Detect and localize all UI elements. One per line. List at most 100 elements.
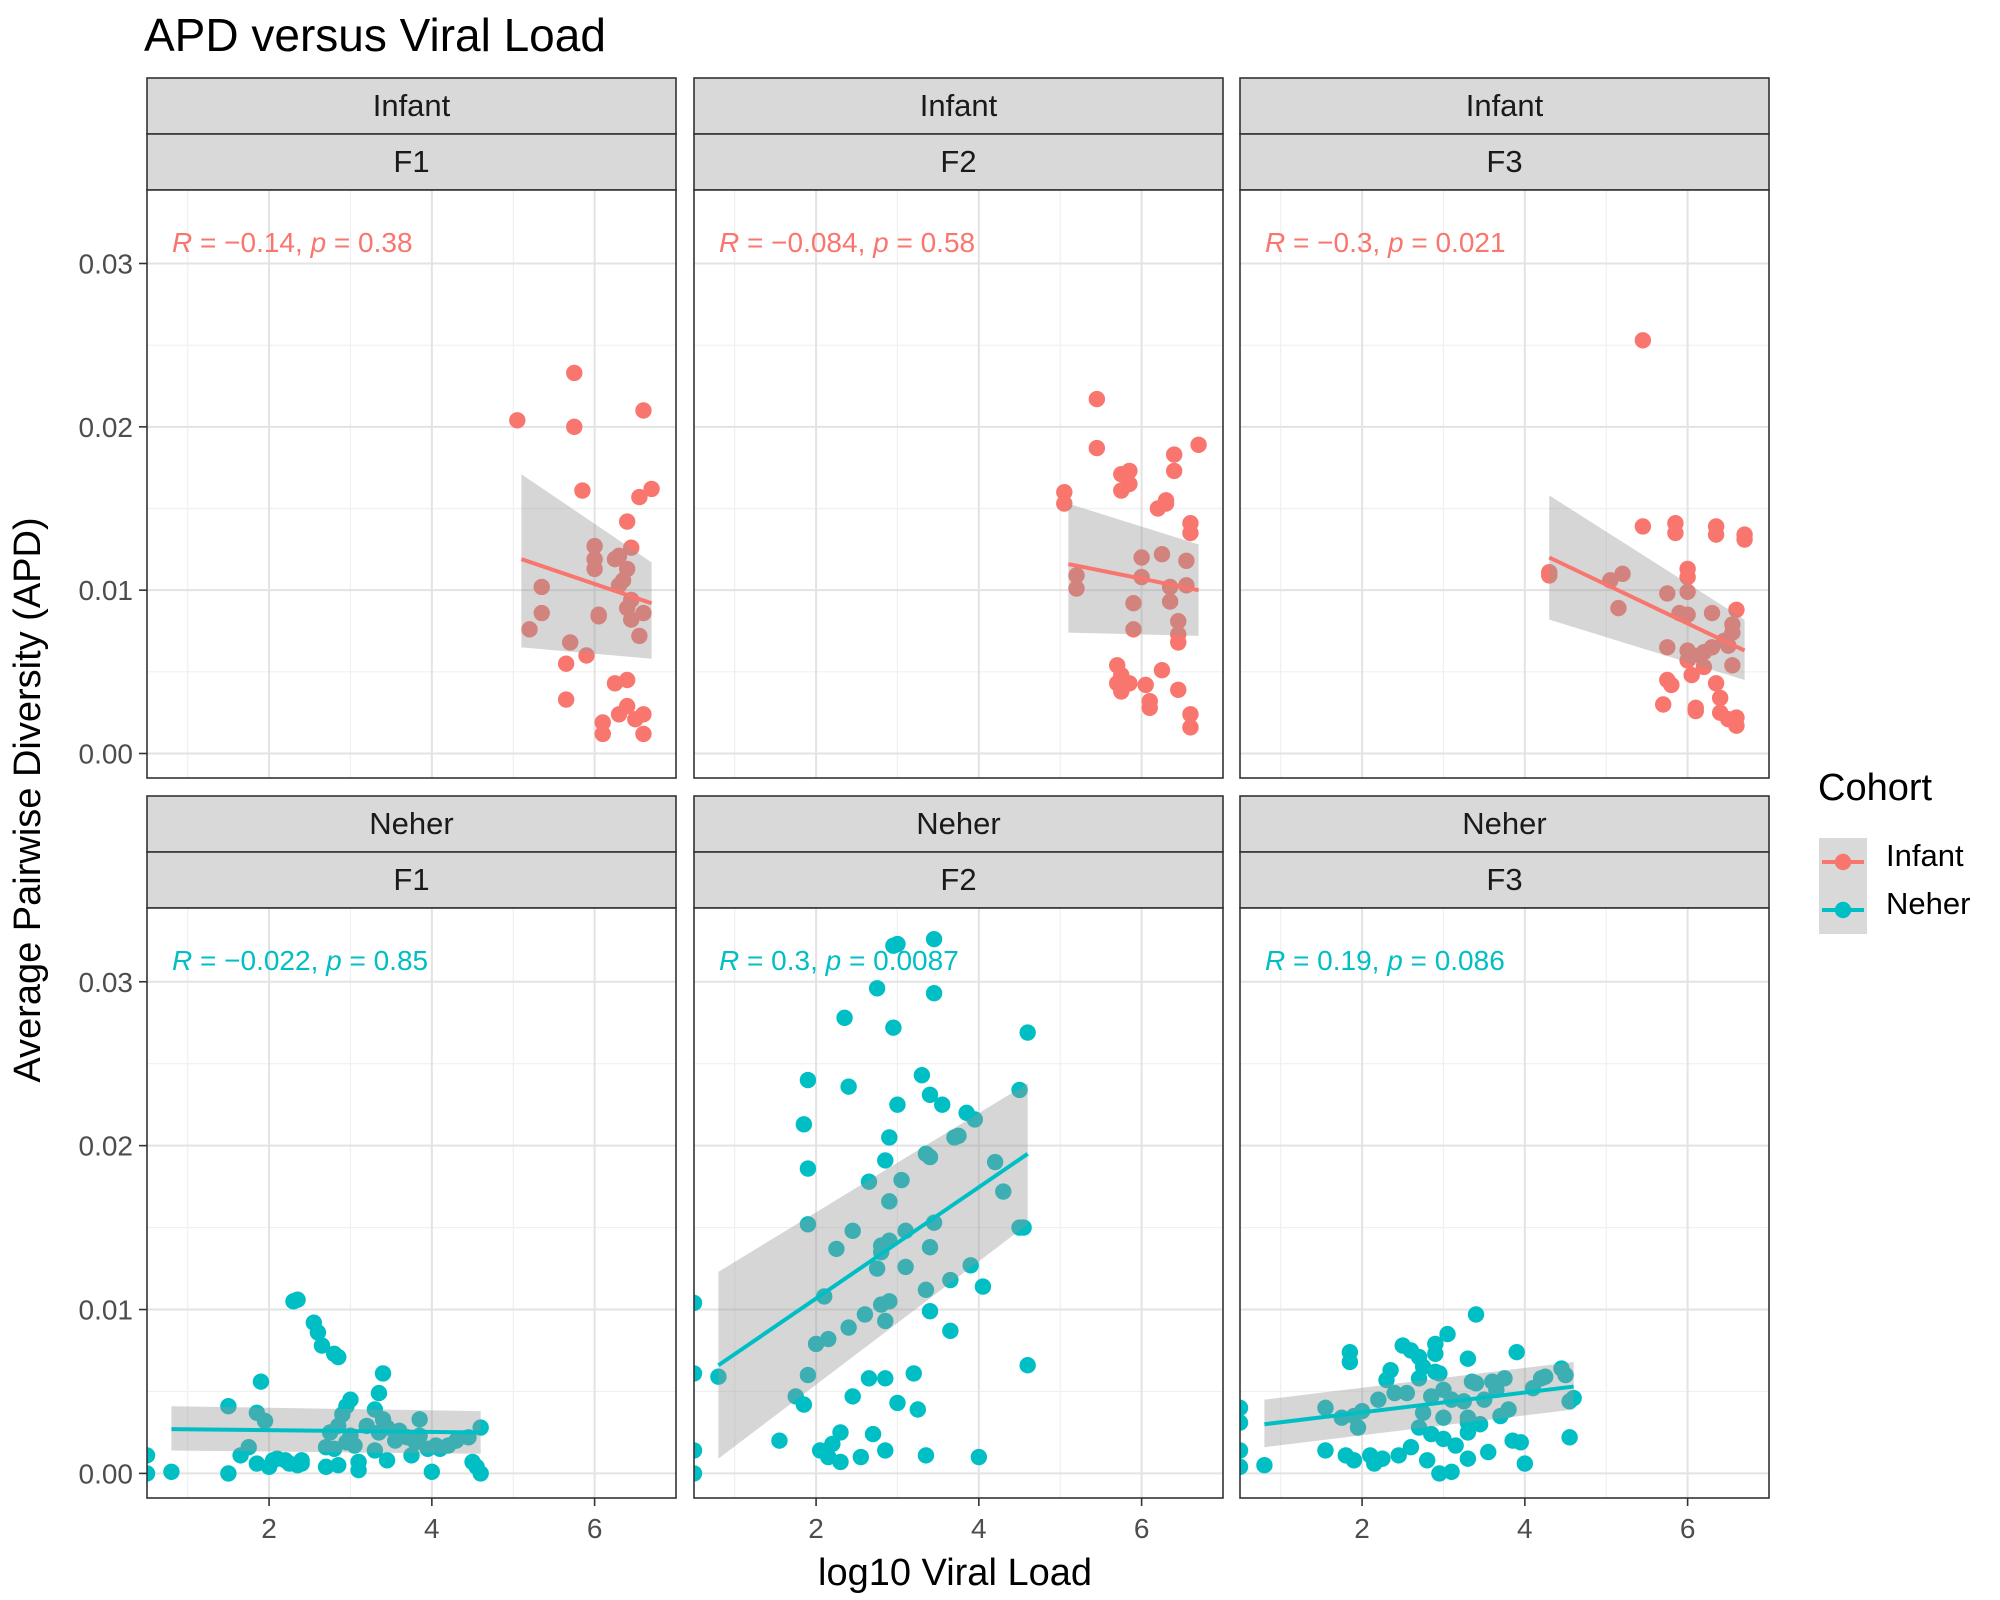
data-point [1182, 719, 1199, 736]
data-point [1703, 604, 1721, 622]
strip-fragment-label: F3 [1486, 144, 1522, 179]
data-point [533, 578, 550, 596]
data-point [799, 1216, 817, 1233]
data-point [586, 560, 603, 578]
data-point [1182, 706, 1199, 723]
strip-cohort-label: Infant [1466, 88, 1544, 123]
data-point [860, 1370, 878, 1387]
panel-background [147, 190, 676, 778]
data-point [844, 1388, 861, 1405]
panel-border [146, 907, 677, 1499]
data-point [1703, 639, 1721, 656]
data-point [374, 1365, 392, 1382]
annot-r-symbol: R [1265, 945, 1285, 976]
strip-cohort [1239, 77, 1770, 135]
data-point [1015, 1219, 1032, 1236]
data-point [1435, 1409, 1452, 1426]
data-point [868, 980, 886, 997]
data-point [1240, 1442, 1249, 1459]
data-point [1165, 446, 1183, 463]
data-point [220, 1465, 237, 1482]
x-tick-label: 6 [587, 1513, 603, 1544]
data-point [889, 935, 906, 953]
data-point [1121, 475, 1138, 493]
data-point [1153, 546, 1171, 563]
data-point [1240, 1414, 1249, 1431]
data-point [403, 1447, 420, 1464]
data-point [1679, 568, 1696, 586]
data-point [1418, 1452, 1436, 1469]
annot-p-value: = 0.58 [889, 227, 975, 258]
legend-title: Cohort [1818, 767, 1932, 809]
panel-border [146, 189, 677, 779]
data-point [289, 1291, 306, 1308]
data-point [557, 655, 575, 672]
strip-fragment [146, 133, 677, 191]
data-point [1565, 1389, 1582, 1407]
strip-cohort-label: Infant [373, 88, 451, 123]
data-point [350, 1461, 367, 1479]
annot-r-value: = −0.3, [1285, 227, 1388, 258]
data-points [509, 364, 660, 743]
y-tick-label: 0.01 [79, 575, 134, 606]
data-point [1019, 1024, 1036, 1041]
data-point [1496, 1370, 1513, 1387]
legend-key-neher [1819, 886, 1867, 934]
data-point [1410, 1419, 1428, 1436]
data-point [1480, 1443, 1497, 1461]
annot-r-value: = 0.19, [1285, 945, 1387, 976]
data-point [1170, 634, 1187, 651]
data-point [986, 1153, 1004, 1171]
data-point [1687, 702, 1704, 720]
data-point [1121, 675, 1138, 692]
x-axis-title: log10 Viral Load [818, 1552, 1092, 1594]
data-point [1431, 1465, 1448, 1482]
data-point [1728, 717, 1745, 734]
data-point [163, 1463, 180, 1480]
data-point [840, 1319, 857, 1336]
data-point [694, 1465, 703, 1482]
data-point [868, 1260, 886, 1277]
data-point [877, 1370, 894, 1387]
data-point [889, 1096, 906, 1113]
strip-fragment-label: F2 [940, 862, 976, 897]
data-point [1459, 1424, 1477, 1441]
data-point [618, 513, 636, 530]
data-point [423, 1463, 441, 1480]
data-point [1088, 390, 1106, 408]
data-point [1056, 483, 1073, 501]
regression-line [1264, 1384, 1574, 1427]
data-point [832, 1453, 849, 1471]
annot-p-symbol: p [1387, 227, 1404, 258]
data-point [1561, 1429, 1578, 1446]
regression-line [1067, 562, 1199, 593]
data-point [220, 1398, 237, 1415]
data-point [1056, 495, 1073, 512]
data-point [346, 1437, 363, 1454]
annot-r-symbol: R [172, 227, 192, 258]
data-point [590, 606, 607, 623]
data-point [856, 1306, 874, 1323]
data-point [1423, 1388, 1440, 1405]
data-point [610, 547, 628, 565]
annot-p-symbol: p [310, 227, 327, 258]
x-tick-label: 4 [424, 1513, 440, 1544]
data-point [574, 482, 591, 499]
data-point [533, 604, 550, 622]
data-point [1711, 689, 1729, 707]
x-tick-label: 6 [1134, 1513, 1150, 1544]
data-points [694, 930, 1036, 1482]
data-point [1157, 495, 1175, 512]
annot-p-symbol: p [325, 945, 342, 976]
data-point [1088, 439, 1106, 457]
y-tick-label: 0.00 [79, 1458, 134, 1489]
x-tick-label: 6 [1680, 1513, 1696, 1544]
data-point [557, 691, 575, 708]
data-point [1634, 332, 1652, 349]
data-point [1341, 1353, 1359, 1371]
strip-cohort [146, 77, 677, 135]
data-point [832, 1424, 849, 1441]
facet-panels: Infant F1 R = −0.14, p = 0.38 0.00 0.01 0.02 0… [79, 77, 1770, 1544]
data-point [1724, 657, 1741, 674]
strip-cohort [1239, 795, 1770, 853]
